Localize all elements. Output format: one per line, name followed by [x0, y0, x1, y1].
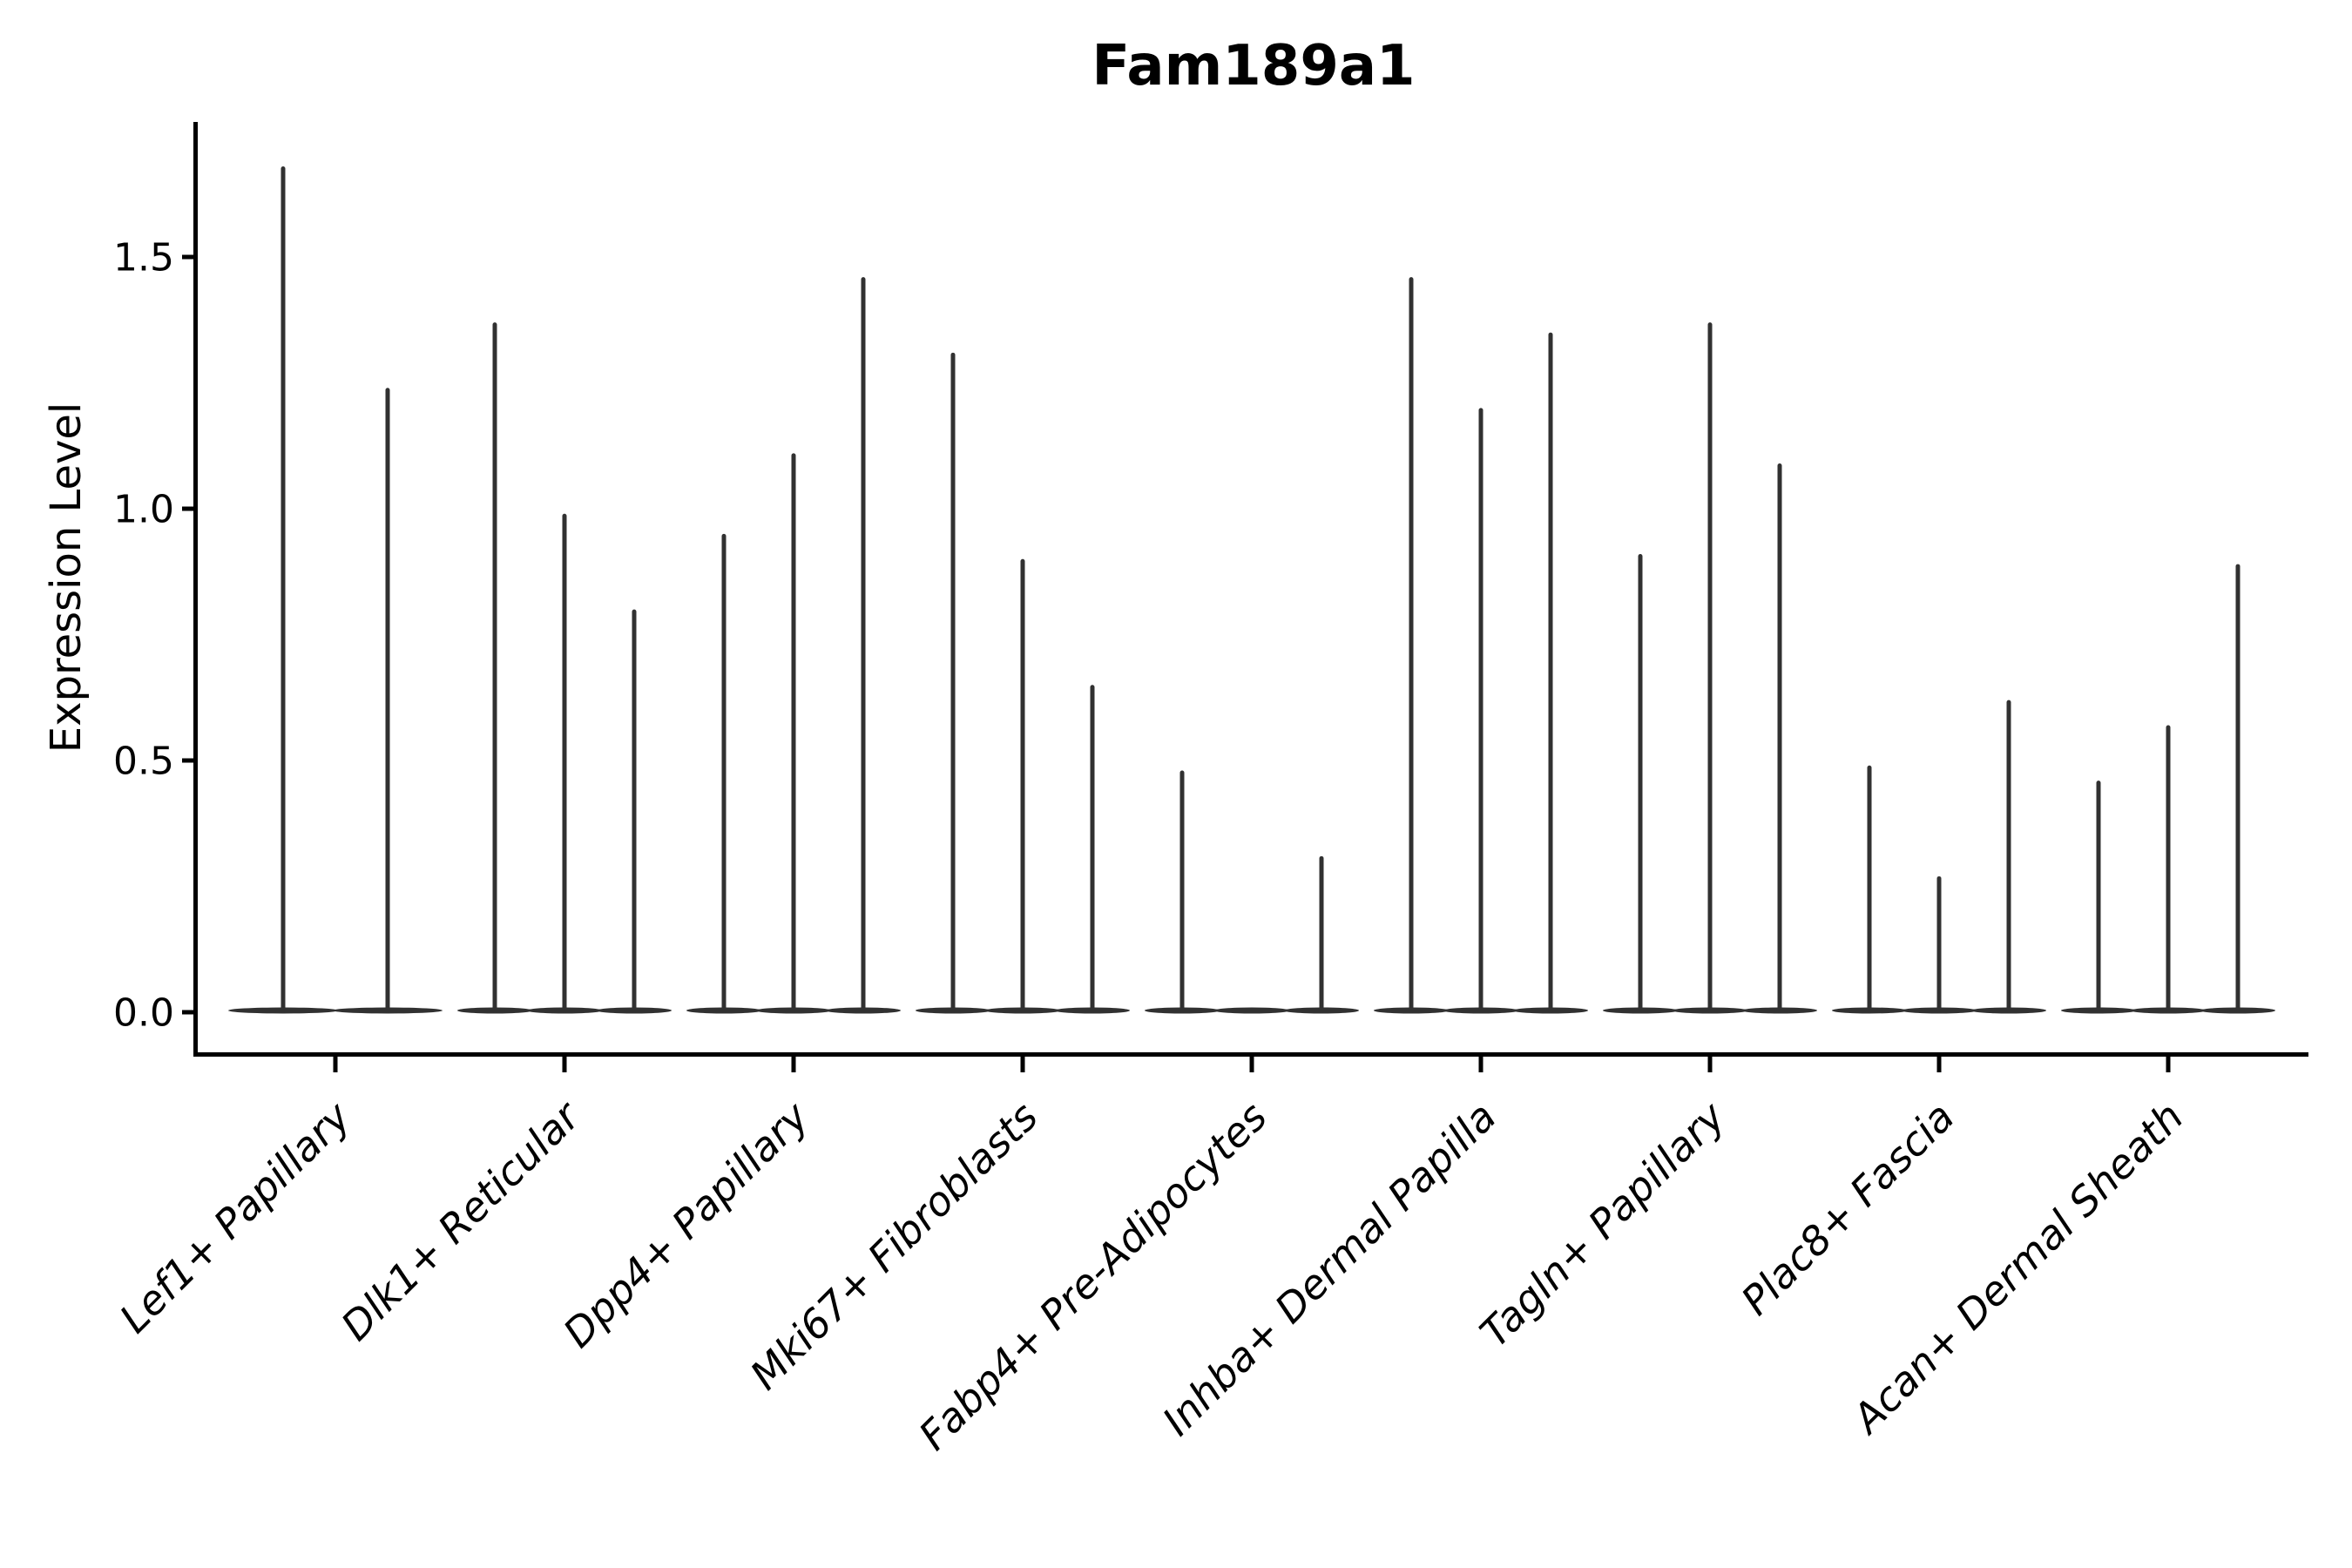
x-tick-mark	[2166, 1057, 2171, 1072]
y-tick-label: 1.0	[113, 487, 174, 531]
violin-spike	[2096, 781, 2101, 1013]
axes	[193, 122, 2308, 1057]
x-tick-label: Tagln+ Papillary	[1470, 1092, 1734, 1356]
y-tick-mark	[182, 758, 193, 763]
violin-spike	[1179, 770, 1185, 1013]
violin-spike	[791, 453, 796, 1013]
violin-spike	[1638, 554, 1643, 1013]
x-tick-mark	[333, 1057, 338, 1072]
violin-spike	[1936, 875, 1942, 1013]
x-tick-label: Dpp4+ Papillary	[554, 1092, 818, 1356]
violin-spike	[385, 388, 390, 1013]
violin-group	[228, 166, 2275, 1014]
violin-spike	[492, 322, 497, 1013]
x-tick-mark	[791, 1057, 796, 1072]
x-tick-mark	[1249, 1057, 1254, 1072]
violin-spike	[2166, 725, 2171, 1013]
y-tick-mark	[182, 1010, 193, 1015]
y-tick-group: 0.0 0.5 1.0 1.5	[113, 235, 193, 1035]
violin-spike	[861, 277, 866, 1013]
violin-spike	[280, 166, 286, 1013]
x-tick-label: Lef1+ Papillary	[111, 1092, 360, 1342]
y-tick-mark	[182, 506, 193, 511]
violin-spike	[2235, 564, 2240, 1013]
violin-spike	[1090, 685, 1095, 1013]
y-axis-label: Expression Level	[42, 402, 91, 754]
violin-spike	[1707, 322, 1713, 1013]
violin-spike	[2006, 700, 2011, 1013]
x-tick-mark	[1936, 1057, 1942, 1072]
violin-spike	[562, 513, 567, 1013]
violin-base	[1214, 1007, 1289, 1014]
y-tick-label: 0.0	[113, 990, 174, 1035]
violin-spike	[1548, 332, 1553, 1013]
x-tick-label: Dlk1+ Reticular	[332, 1091, 591, 1349]
x-tick-mark	[1478, 1057, 1484, 1072]
x-tick-label: Plac8+ Fascia	[1732, 1093, 1963, 1324]
y-tick-label: 1.5	[113, 235, 174, 280]
chart-title: Fam189a1	[1092, 34, 1415, 98]
violin-spike	[950, 352, 956, 1013]
violin-spike	[1478, 408, 1484, 1013]
y-tick-mark	[182, 254, 193, 260]
x-tick-mark	[562, 1057, 567, 1072]
violin-spike	[1319, 855, 1324, 1013]
violin-spike	[1777, 463, 1782, 1013]
x-tick-group	[333, 1057, 2171, 1072]
x-tick-mark	[1020, 1057, 1025, 1072]
y-tick-label: 0.5	[113, 739, 174, 783]
x-axis-spine	[193, 1052, 2308, 1057]
y-axis-spine	[193, 122, 198, 1057]
violin-spike	[1020, 558, 1025, 1013]
x-tick-mark	[1707, 1057, 1713, 1072]
violin-spike	[1409, 277, 1414, 1013]
violin-spike	[632, 609, 637, 1013]
violin-spike	[1867, 765, 1872, 1013]
violin-spike	[721, 533, 727, 1013]
